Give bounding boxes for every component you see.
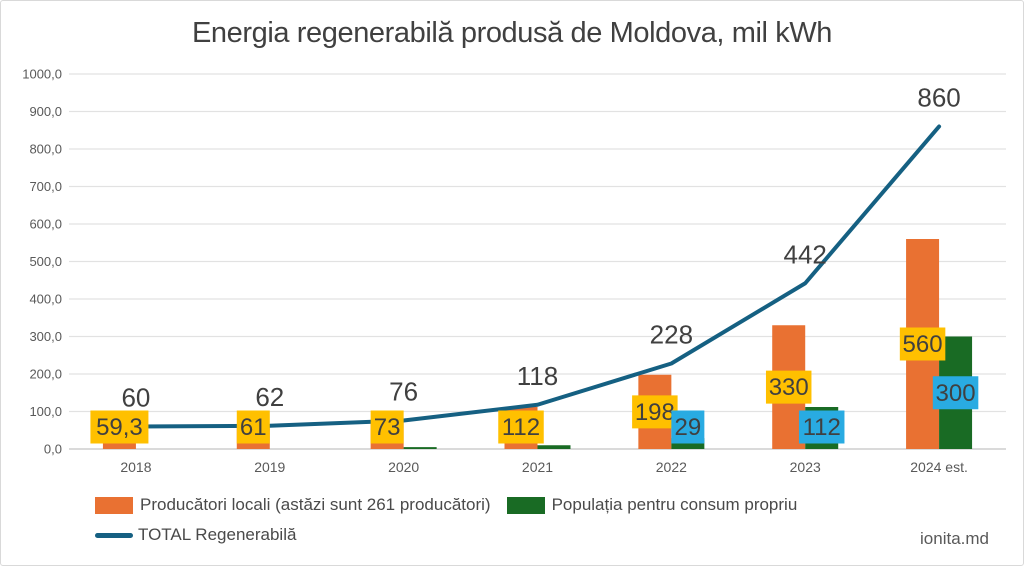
data-label-producatori-2019: 61 — [240, 414, 267, 441]
bar-populatie-2022 — [671, 438, 705, 449]
bar-populatie-2021 — [537, 445, 571, 449]
legend-row-line: TOTAL Regenerabilă — [95, 525, 813, 545]
data-label-producatori-2018: 59,3 — [96, 414, 143, 441]
legend-swatch-populatia — [506, 496, 545, 514]
line-label-2020: 76 — [389, 377, 418, 407]
x-axis-label-2022: 2022 — [656, 459, 687, 475]
chart-plot-area: 0,0 100,0 200,0 300,0 400,0 500,0 600,0 700,0 80… — [22, 67, 1006, 475]
data-label-box-producatori-2019 — [236, 410, 270, 444]
line-label-2022: 228 — [650, 320, 693, 350]
y-tick-label: 700,0 — [29, 179, 62, 194]
x-axis-label-2020: 2020 — [388, 459, 419, 475]
data-label-box-producatori-2018 — [90, 410, 149, 444]
x-axis-label-2021: 2021 — [522, 459, 553, 475]
y-tick-label: 1000,0 — [22, 67, 62, 82]
data-label-producatori-2022: 198 — [635, 399, 675, 426]
data-label-box-producatori-2023 — [765, 370, 812, 404]
legend-swatch-total-line — [95, 532, 133, 538]
legend-label-populatia: Populația pentru consum propriu — [551, 495, 798, 514]
data-label-populatie-2024 est.: 300 — [936, 380, 976, 407]
y-tick-label: 0,0 — [44, 442, 62, 457]
line-label-2023: 442 — [784, 239, 827, 269]
y-tick-label: 600,0 — [29, 217, 62, 232]
line-label-2018: 60 — [121, 383, 150, 413]
legend-swatch-producatori-locali — [95, 496, 133, 514]
chart-title: Energia regenerabilă produsă de Moldova,… — [191, 17, 833, 49]
data-label-producatori-2024 est.: 560 — [903, 331, 943, 358]
y-tick-label: 900,0 — [29, 104, 62, 119]
data-label-box-populatie-2022 — [671, 410, 705, 444]
legend-label-total: TOTAL Regenerabilă — [138, 525, 297, 544]
data-label-populatie-2022: 29 — [675, 414, 702, 441]
watermark-ionita-md: ionita.md — [920, 529, 989, 548]
bar-populatie-2020 — [403, 447, 437, 449]
x-axis-label-2023: 2023 — [790, 459, 821, 475]
y-tick-label: 500,0 — [29, 254, 62, 269]
data-label-box-producatori-2022 — [632, 395, 678, 429]
data-label-producatori-2023: 330 — [769, 374, 809, 401]
y-tick-label: 800,0 — [29, 142, 62, 157]
data-label-box-populatie-2024 est. — [932, 376, 979, 410]
legend: Producători locali (astăzi sunt 261 prod… — [95, 495, 813, 555]
data-label-box-producatori-2021 — [498, 410, 544, 444]
line-label-2021: 118 — [517, 361, 558, 391]
y-tick-label: 200,0 — [29, 367, 62, 382]
data-label-producatori-2020: 73 — [374, 414, 401, 441]
line-label-2019: 62 — [255, 382, 284, 412]
x-axis-label-2024 est.: 2024 est. — [910, 459, 968, 475]
y-tick-label: 300,0 — [29, 329, 62, 344]
legend-label-producatori-locali: Producători locali (astăzi sunt 261 prod… — [140, 495, 491, 514]
data-label-producatori-2021: 112 — [502, 414, 540, 441]
line-label-2024 est.: 860 — [917, 83, 960, 113]
legend-row-bars: Producători locali (astăzi sunt 261 prod… — [95, 495, 813, 515]
data-label-populatie-2023: 112 — [803, 414, 841, 441]
data-label-box-producatori-2024 est. — [899, 327, 946, 361]
x-axis-label-2019: 2019 — [254, 459, 285, 475]
x-axis-label-2018: 2018 — [120, 459, 151, 475]
data-label-box-producatori-2020 — [370, 410, 404, 444]
y-tick-label: 400,0 — [29, 292, 62, 307]
data-label-box-populatie-2023 — [798, 410, 845, 444]
y-tick-label: 100,0 — [29, 404, 62, 419]
